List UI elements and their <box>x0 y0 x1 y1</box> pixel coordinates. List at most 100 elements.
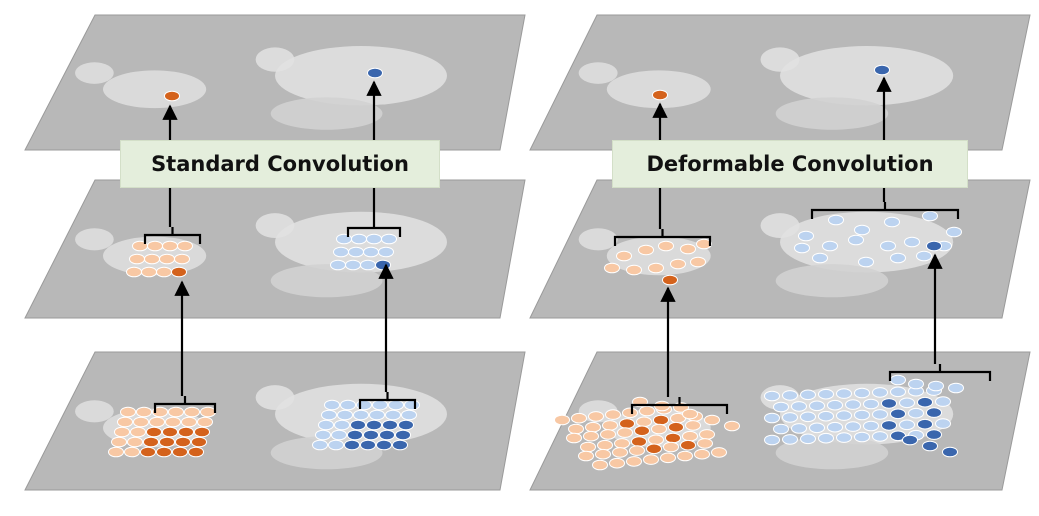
input-sample-orange <box>595 448 611 460</box>
input-sample-orange <box>639 405 655 417</box>
input-sample-orange <box>631 436 647 447</box>
middle-sample-blue <box>854 224 870 236</box>
input-sample-orange <box>136 406 152 418</box>
input-sample-orange <box>643 454 659 465</box>
input-sample-blue <box>363 429 379 441</box>
middle-sample-blue <box>348 246 364 258</box>
input-sample-orange <box>143 436 159 448</box>
middle-sample-blue <box>880 240 896 252</box>
lamb-head-silhouette <box>75 228 114 251</box>
input-sample-blue <box>331 429 347 441</box>
middle-sample-orange <box>690 256 706 268</box>
input-sample-blue <box>935 396 951 407</box>
lamb-silhouette <box>606 70 711 109</box>
input-sample-blue <box>890 386 906 398</box>
input-sample-orange <box>175 436 191 448</box>
input-sample-blue <box>836 410 852 421</box>
receptive-field-bracket <box>143 227 202 244</box>
input-sample-orange <box>130 426 146 438</box>
input-sample-blue <box>340 399 356 411</box>
input-sample-orange <box>622 407 638 419</box>
middle-sample-blue <box>904 236 920 248</box>
input-sample-blue <box>372 399 388 411</box>
middle-sample-blue <box>363 246 379 258</box>
input-sample-orange <box>568 423 584 435</box>
input-sample-blue <box>809 400 825 412</box>
input-sample-blue <box>347 429 363 441</box>
middle-sample-blue <box>375 259 391 271</box>
input-sample-blue <box>926 407 942 418</box>
input-sample-blue <box>926 429 942 440</box>
input-sample-orange <box>617 427 633 438</box>
input-sample-blue <box>818 432 834 444</box>
input-sample-orange <box>648 434 664 446</box>
middle-sample-orange <box>129 253 145 265</box>
input-sample-blue <box>872 409 888 420</box>
receptive-field-bracket <box>810 202 960 219</box>
lamb-head-silhouette <box>578 62 618 84</box>
input-sample-blue <box>321 409 337 421</box>
receptive-field-bracket <box>346 220 402 237</box>
middle-sample-orange <box>174 253 190 265</box>
input-sample-blue <box>854 409 870 421</box>
sheep-head-silhouette <box>760 47 800 72</box>
input-sample-orange <box>133 416 149 428</box>
input-sample-blue <box>379 429 395 441</box>
input-sample-blue <box>791 423 807 434</box>
input-sample-blue <box>385 409 401 421</box>
input-sample-blue <box>881 420 897 431</box>
middle-sample-orange <box>126 266 142 278</box>
middle-sample-orange <box>616 250 632 262</box>
input-sample-blue <box>773 401 789 413</box>
input-sample-orange <box>605 409 621 420</box>
sheep-head-silhouette <box>255 47 295 72</box>
input-sample-orange <box>699 429 715 440</box>
input-sample-blue <box>863 420 879 432</box>
input-sample-blue <box>836 388 852 399</box>
middle-sample-blue <box>926 240 942 252</box>
input-sample-blue <box>360 439 376 451</box>
input-sample-blue <box>818 388 834 400</box>
input-sample-blue <box>800 411 816 423</box>
input-sample-orange <box>111 436 127 448</box>
middle-sample-blue <box>858 256 874 268</box>
input-sample-blue <box>782 412 798 423</box>
input-sample-orange <box>583 430 599 442</box>
input-sample-orange <box>619 418 635 429</box>
standard-input-feature-map <box>24 351 526 491</box>
input-sample-blue <box>899 397 915 409</box>
input-sample-blue <box>401 409 417 421</box>
input-sample-blue <box>863 398 879 410</box>
middle-sample-blue <box>828 214 844 226</box>
input-sample-orange <box>152 406 168 418</box>
lamb-silhouette <box>103 70 207 109</box>
input-sample-blue <box>315 429 331 441</box>
input-sample-orange <box>108 446 124 458</box>
input-sample-orange <box>571 412 587 424</box>
input-sample-blue <box>809 422 825 434</box>
output-unit-orange <box>164 90 180 102</box>
input-sample-orange <box>600 429 616 440</box>
middle-sample-blue <box>794 242 810 254</box>
input-sample-orange <box>685 420 701 431</box>
input-sample-blue <box>854 387 870 399</box>
input-sample-blue <box>800 433 816 445</box>
receptive-field-bracket <box>613 229 712 246</box>
middle-sample-blue <box>351 233 367 245</box>
sheep-head-silhouette <box>255 213 295 238</box>
input-sample-orange <box>172 446 188 458</box>
input-sample-blue <box>791 401 807 412</box>
input-sample-blue <box>917 418 933 430</box>
output-unit-orange <box>652 89 668 101</box>
input-sample-orange <box>585 421 601 433</box>
output-unit-blue <box>367 67 383 79</box>
middle-sample-orange <box>162 240 178 252</box>
middle-sample-blue <box>336 233 352 245</box>
input-sample-blue <box>872 387 888 398</box>
middle-sample-orange <box>141 266 157 278</box>
input-sample-orange <box>660 452 676 464</box>
input-sample-blue <box>369 409 385 421</box>
output-unit-blue <box>874 64 890 76</box>
receptive-field-bracket <box>358 392 417 409</box>
